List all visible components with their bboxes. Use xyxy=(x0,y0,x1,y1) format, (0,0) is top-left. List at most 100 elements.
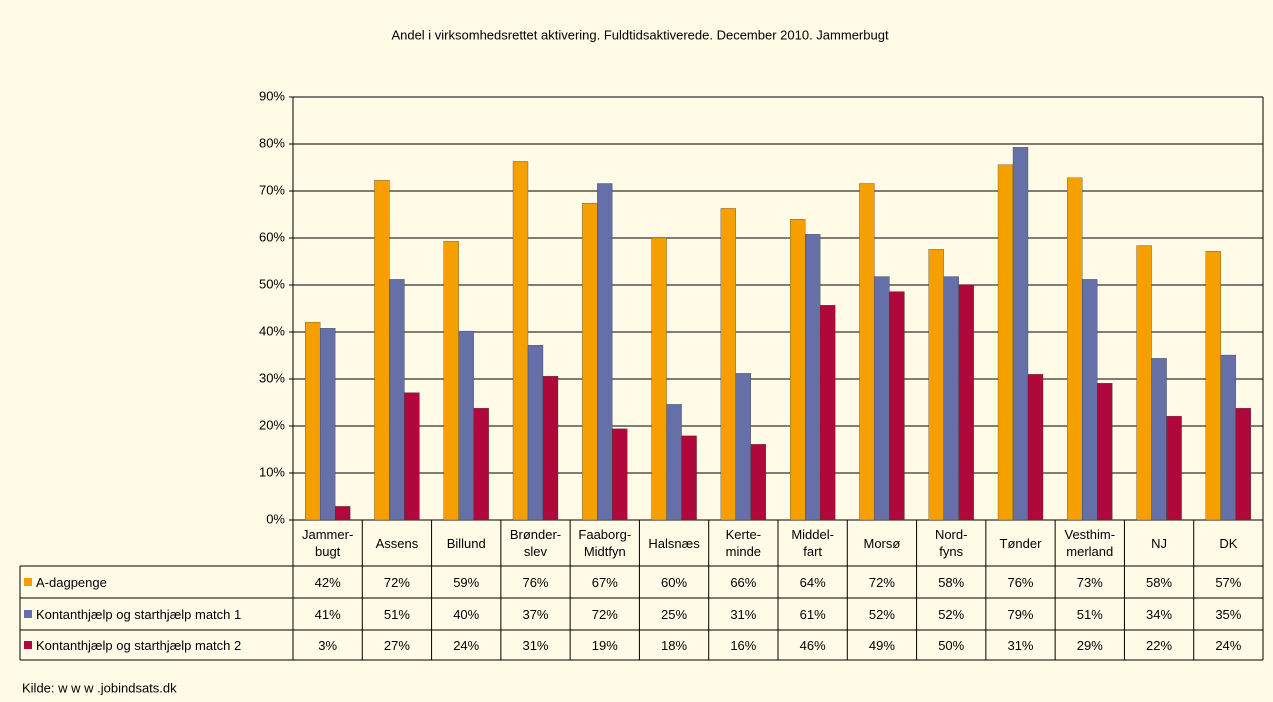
bar xyxy=(874,276,890,521)
value-label: 16% xyxy=(730,637,757,653)
value-label: 31% xyxy=(522,637,549,653)
bar xyxy=(1027,374,1044,521)
value-label: 58% xyxy=(938,574,965,590)
bar xyxy=(527,345,544,521)
value-label: 31% xyxy=(730,606,757,622)
value-label: 22% xyxy=(1146,637,1173,653)
bar xyxy=(304,321,321,521)
bar xyxy=(750,444,767,521)
legend-label: Kontanthjælp og starthjælp match 1 xyxy=(36,606,242,622)
bar xyxy=(319,328,336,521)
bar xyxy=(512,161,529,521)
value-label: 52% xyxy=(868,606,895,622)
y-tick-label: 0% xyxy=(266,511,285,526)
y-tick-label: 20% xyxy=(259,417,285,432)
value-label: 79% xyxy=(1007,606,1034,622)
value-label: 72% xyxy=(868,574,895,590)
value-label: 24% xyxy=(1215,637,1242,653)
value-label: 49% xyxy=(868,637,895,653)
value-label: 72% xyxy=(383,574,410,590)
value-label: 59% xyxy=(453,574,480,590)
x-tick-label: Halsnæs xyxy=(648,535,700,551)
bar xyxy=(666,404,682,521)
value-label: 51% xyxy=(1076,606,1103,622)
value-label: 31% xyxy=(1007,637,1034,653)
bar xyxy=(1151,358,1167,521)
bar xyxy=(612,428,628,521)
value-label: 37% xyxy=(522,606,549,622)
x-tick-label: Nord- fyns xyxy=(934,527,968,559)
x-tick-label: Tønder xyxy=(999,535,1042,551)
bar xyxy=(859,183,875,521)
x-tick-label: Faaborg- Midtfyn xyxy=(578,527,632,559)
bar xyxy=(374,180,390,521)
x-tick-label: Vesthim- merland xyxy=(1064,527,1116,559)
bar xyxy=(958,284,974,521)
y-tick-label: 90% xyxy=(259,88,285,103)
y-tick-label: 10% xyxy=(259,464,285,479)
bar xyxy=(720,208,737,521)
bar xyxy=(681,435,697,521)
x-tick-label: Brønder- slev xyxy=(509,527,562,559)
y-tick-label: 60% xyxy=(259,229,285,244)
bar xyxy=(1220,354,1237,521)
bar xyxy=(997,164,1014,521)
bar xyxy=(928,249,944,521)
legend-swatch xyxy=(24,578,32,586)
x-tick-label: Middel- fart xyxy=(791,527,834,559)
bar xyxy=(1097,383,1113,521)
bar xyxy=(943,276,959,521)
bar xyxy=(789,219,806,521)
bar xyxy=(404,392,420,521)
legend-entry: Kontanthjælp og starthjælp match 1 xyxy=(20,598,293,630)
value-label: 73% xyxy=(1076,574,1103,590)
bar xyxy=(458,330,474,521)
value-label: 51% xyxy=(383,606,410,622)
y-tick-label: 70% xyxy=(259,182,285,197)
bar xyxy=(1235,407,1252,521)
bar xyxy=(443,241,459,521)
bar xyxy=(582,203,598,521)
value-label: 64% xyxy=(799,574,826,590)
value-label: 3% xyxy=(318,637,338,653)
bar xyxy=(1012,147,1029,521)
value-label: 60% xyxy=(661,574,688,590)
bar xyxy=(542,376,559,521)
value-label: 76% xyxy=(522,574,549,590)
bar xyxy=(819,305,836,521)
x-tick-label: NJ xyxy=(1151,535,1167,551)
x-tick-label: Billund xyxy=(446,535,486,551)
bar xyxy=(334,506,351,521)
y-tick-label: 30% xyxy=(259,370,285,385)
value-label: 50% xyxy=(938,637,965,653)
x-tick-label: Assens xyxy=(375,535,419,551)
y-tick-label: 40% xyxy=(259,323,285,338)
legend-entry: Kontanthjælp og starthjælp match 2 xyxy=(20,630,293,660)
value-label: 41% xyxy=(314,606,341,622)
value-label: 52% xyxy=(938,606,965,622)
y-tick-label: 50% xyxy=(259,276,285,291)
value-label: 72% xyxy=(591,606,618,622)
legend-swatch xyxy=(24,641,32,649)
bar xyxy=(651,237,667,521)
value-label: 19% xyxy=(591,637,618,653)
x-tick-label: DK xyxy=(1219,535,1238,551)
value-label: 24% xyxy=(453,637,480,653)
chart-title: Andel i virksomhedsrettet aktivering. Fu… xyxy=(391,27,889,42)
bar xyxy=(389,279,405,521)
value-label: 27% xyxy=(383,637,410,653)
source: Kilde: w w w .jobindsats.dk xyxy=(22,680,177,695)
bar xyxy=(473,407,489,521)
value-label: 35% xyxy=(1215,606,1242,622)
x-tick-label: Kerte- minde xyxy=(725,527,762,559)
x-tick-label: Jammer- bugt xyxy=(302,527,354,559)
value-label: 42% xyxy=(314,574,341,590)
bar xyxy=(1205,251,1222,521)
legend-entry: A-dagpenge xyxy=(20,566,293,598)
bar xyxy=(735,373,752,521)
value-label: 46% xyxy=(799,637,826,653)
bar xyxy=(1136,245,1152,521)
y-tick-label: 80% xyxy=(259,135,285,150)
